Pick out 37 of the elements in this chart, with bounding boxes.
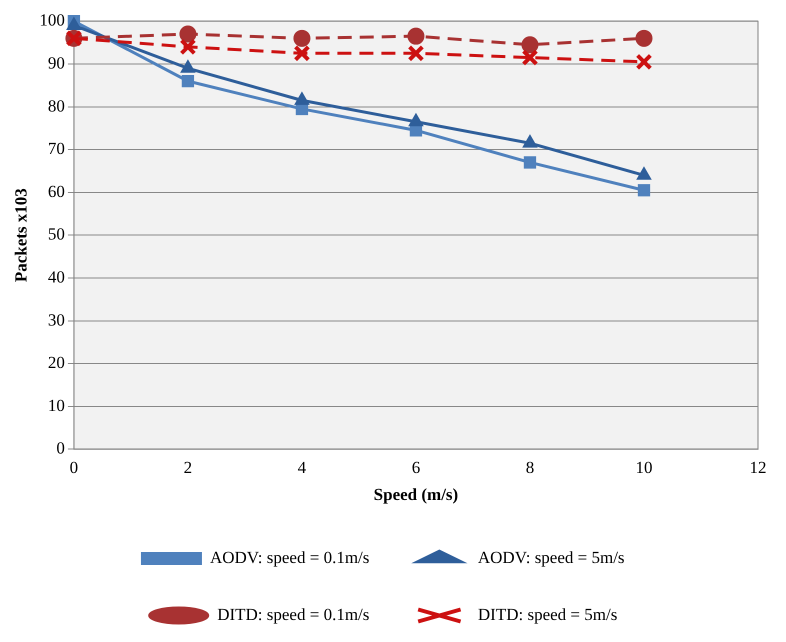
point: [521, 36, 538, 54]
y-tick-label: 0: [56, 438, 65, 458]
x-tick-label: 0: [70, 458, 78, 477]
y-tick-label: 80: [48, 96, 65, 116]
x-tick-label: 4: [298, 458, 307, 477]
point: [182, 74, 194, 88]
y-tick-label: 60: [48, 182, 65, 201]
x-tick-label: 8: [526, 458, 534, 477]
y-tick-label: 10: [48, 396, 65, 415]
point: [638, 184, 650, 196]
legend-label: DITD: speed = 0.1m/s: [217, 604, 370, 624]
point: [636, 53, 652, 70]
legend-label: AODV: speed = 5m/s: [478, 548, 625, 567]
point: [179, 26, 196, 43]
legend-label: DITD: speed = 5m/s: [478, 604, 618, 624]
point: [293, 30, 310, 47]
y-tick-label: 30: [48, 310, 65, 330]
point: [407, 28, 424, 45]
x-axis-title: Speed (m/s): [374, 485, 458, 504]
y-tick-label: 40: [48, 267, 65, 286]
point: [635, 30, 652, 47]
x-tick-label: 6: [412, 458, 420, 477]
legend-label: AODV: speed = 0.1m/s: [210, 548, 370, 567]
point: [522, 49, 538, 66]
point: [180, 38, 196, 56]
point: [524, 156, 536, 169]
y-tick-label: 20: [48, 353, 65, 372]
point: [408, 44, 424, 62]
y-tick-label: 90: [48, 53, 65, 72]
y-tick-label: 70: [48, 139, 65, 158]
point: [294, 44, 310, 62]
y-axis-title: Packets x103: [12, 188, 31, 282]
y-tick-label: 100: [39, 10, 65, 30]
y-tick-label: 50: [48, 224, 65, 244]
x-tick-label: 2: [184, 458, 192, 477]
x-tick-label: 12: [750, 458, 766, 477]
x-tick-label: 10: [635, 458, 652, 477]
